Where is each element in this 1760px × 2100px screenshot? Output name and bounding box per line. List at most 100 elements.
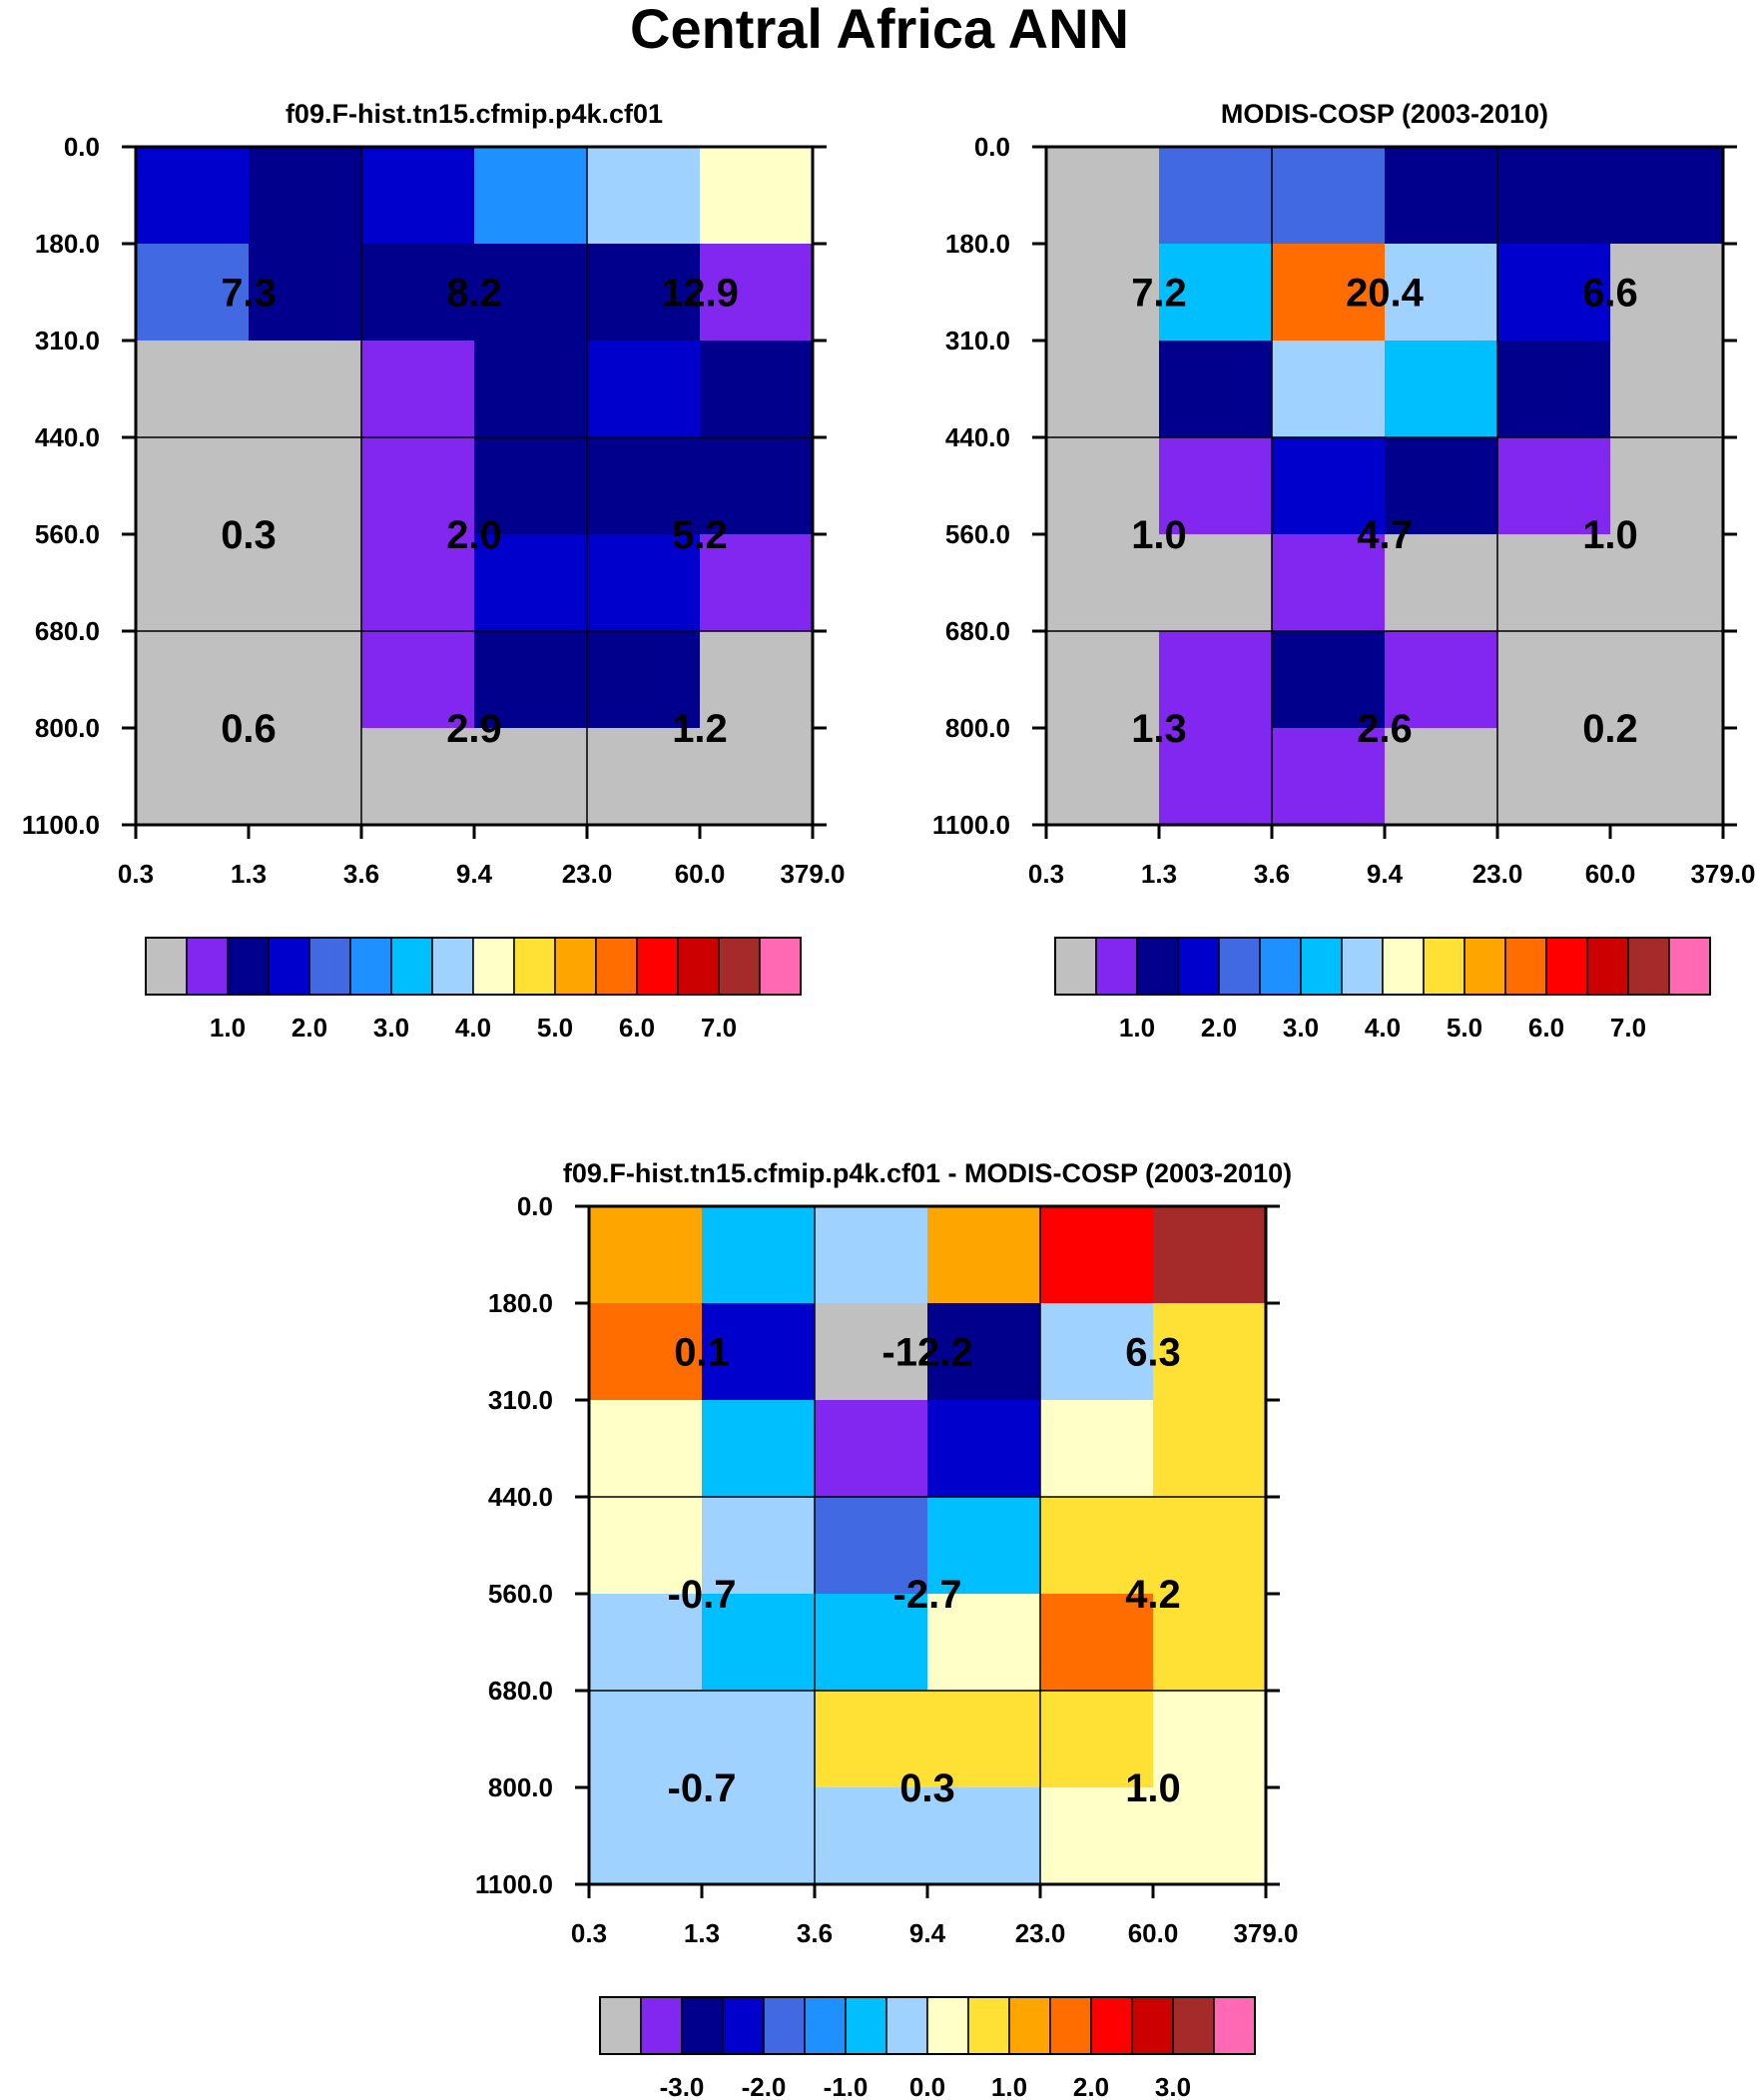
heatmap-cell bbox=[1385, 244, 1498, 342]
heatmap-cell bbox=[361, 147, 475, 245]
group-value-label: -0.7 bbox=[668, 1766, 737, 1810]
heatmap-cell bbox=[587, 728, 701, 826]
group-value-label: 4.7 bbox=[1357, 513, 1413, 557]
heatmap-cell bbox=[1385, 341, 1498, 438]
colorbar-frame bbox=[599, 1996, 1256, 2055]
x-tick-label: 3.6 bbox=[797, 1918, 833, 1948]
colorbar-label: 2.0 bbox=[292, 1013, 327, 1043]
colorbar-swatch bbox=[1382, 937, 1425, 996]
panel-observations: MODIS-COSP (2003-2010) 0.0 180.0 310.0 440.0… bbox=[932, 99, 1756, 1043]
x-tick-label: 379.0 bbox=[1690, 859, 1755, 889]
heatmap-cell bbox=[927, 1303, 1041, 1401]
heatmap-cell bbox=[249, 534, 362, 632]
colorbar-label: 3.0 bbox=[1283, 1013, 1319, 1043]
y-tick-label: 0.0 bbox=[517, 1191, 553, 1221]
heatmap-cell bbox=[474, 534, 588, 632]
colorbar-swatch bbox=[1423, 937, 1466, 996]
colorbar-swatch bbox=[1049, 1996, 1092, 2055]
group-value-label: 1.0 bbox=[1131, 513, 1187, 557]
heatmap-cell bbox=[361, 534, 475, 632]
colorbar-swatch bbox=[967, 1996, 1010, 2055]
x-tick-label: 1.3 bbox=[231, 859, 267, 889]
colorbar-swatch bbox=[431, 937, 474, 996]
heatmap-cell bbox=[815, 1400, 928, 1498]
heatmap-cell bbox=[927, 1594, 1041, 1692]
colorbar-swatch bbox=[1131, 1996, 1174, 2055]
y-tick-label: 180.0 bbox=[35, 229, 100, 259]
heatmap-cell bbox=[1153, 1206, 1267, 1304]
y-tick-label: 560.0 bbox=[35, 519, 100, 549]
heatmap-cell bbox=[1040, 1303, 1154, 1401]
x-tick-label: 60.0 bbox=[1585, 859, 1636, 889]
heatmap-cell bbox=[1153, 1303, 1267, 1401]
heatmap-cell bbox=[815, 1787, 928, 1885]
x-tick-label: 1.3 bbox=[1141, 859, 1177, 889]
group-value-label: -0.7 bbox=[668, 1573, 737, 1617]
group-value-label: 7.2 bbox=[1131, 272, 1187, 316]
heatmap-cell bbox=[702, 1787, 816, 1885]
x-tick-label: 0.3 bbox=[571, 1918, 607, 1948]
heatmap-cell bbox=[815, 1497, 928, 1595]
heatmap-cell bbox=[927, 1497, 1041, 1595]
heatmap-cell bbox=[1046, 244, 1160, 342]
heatmap-cell bbox=[815, 1594, 928, 1692]
heatmap-cell bbox=[249, 437, 362, 535]
heatmap-cell bbox=[700, 244, 814, 342]
colorbar-label: 1.0 bbox=[1119, 1013, 1155, 1043]
heatmap-cell bbox=[249, 341, 362, 438]
group-value-label: 7.3 bbox=[221, 272, 277, 316]
heatmap-cell bbox=[474, 728, 588, 826]
heatmap-cell bbox=[927, 1206, 1041, 1304]
group-value-label: 20.4 bbox=[1346, 272, 1425, 316]
colorbar-label: 3.0 bbox=[373, 1013, 409, 1043]
heatmap-cell bbox=[1385, 437, 1498, 535]
colorbar-swatch bbox=[1177, 937, 1220, 996]
heatmap-cell bbox=[700, 437, 814, 535]
y-tick-label: 1100.0 bbox=[475, 1869, 553, 1899]
colorbar-swatch bbox=[1545, 937, 1588, 996]
heatmap-cell bbox=[1040, 1594, 1154, 1692]
heatmap-cell bbox=[1159, 437, 1273, 535]
group-value-label: 0.3 bbox=[221, 513, 277, 557]
heatmap-cell bbox=[1610, 437, 1724, 535]
heatmap-cell bbox=[136, 147, 250, 245]
colorbar-label: 1.0 bbox=[210, 1013, 246, 1043]
colorbar-swatch bbox=[763, 1996, 806, 2055]
colorbar-swatch bbox=[1300, 937, 1343, 996]
colorbar-swatch bbox=[308, 937, 351, 996]
colorbar-label: 7.0 bbox=[1610, 1013, 1646, 1043]
colorbar-swatch bbox=[926, 1996, 969, 2055]
heatmap-cell bbox=[1385, 631, 1498, 729]
heatmap-cell bbox=[1385, 147, 1498, 245]
colorbar-swatch bbox=[681, 1996, 724, 2055]
heatmap-cell bbox=[1610, 631, 1724, 729]
panel-model: f09.F-hist.tn15.cfmip.p4k.cf01 0.0 180.0 31… bbox=[22, 99, 846, 1043]
y-tick-label: 180.0 bbox=[945, 229, 1010, 259]
heatmap-cell bbox=[1040, 1497, 1154, 1595]
heatmap-cell bbox=[702, 1594, 816, 1692]
heatmap-cell bbox=[249, 631, 362, 729]
heatmap-cell bbox=[361, 341, 475, 438]
colorbar-frame bbox=[145, 937, 802, 996]
group-value-label: 1.0 bbox=[1582, 513, 1638, 557]
heatmap-cell bbox=[589, 1691, 703, 1788]
group-value-label: -2.7 bbox=[893, 1573, 962, 1617]
group-value-label: 0.6 bbox=[221, 707, 277, 751]
colorbar-label: 0.0 bbox=[909, 2072, 945, 2100]
heatmap-cell bbox=[1159, 341, 1273, 438]
heatmap-cell bbox=[1272, 437, 1386, 535]
heatmap-cell bbox=[1159, 147, 1273, 245]
colorbar-frame bbox=[1054, 937, 1711, 996]
y-tick-label: 680.0 bbox=[945, 616, 1010, 646]
heatmap-cell bbox=[702, 1206, 816, 1304]
heatmap-cell bbox=[927, 1400, 1041, 1498]
colorbar-swatch bbox=[390, 937, 433, 996]
colorbar-swatch bbox=[1054, 937, 1097, 996]
x-tick-label: 1.3 bbox=[684, 1918, 720, 1948]
heatmap-cell bbox=[587, 437, 701, 535]
group-value-label: 0.1 bbox=[674, 1331, 730, 1375]
y-tick-label: 0.0 bbox=[974, 132, 1010, 162]
heatmap-cell bbox=[361, 728, 475, 826]
heatmap-cell bbox=[474, 147, 588, 245]
